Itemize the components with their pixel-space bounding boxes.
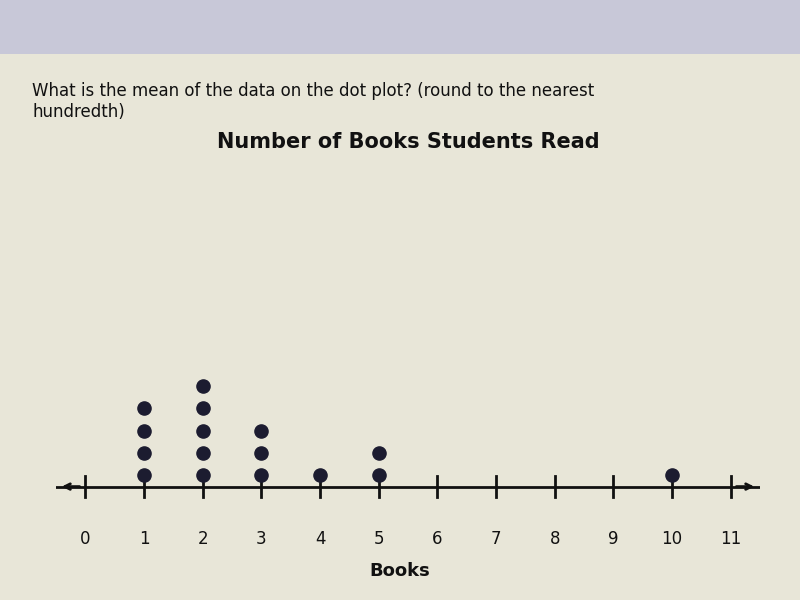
Point (138, 403, 150, 413)
Text: Books: Books (370, 562, 430, 580)
Point (196, 448, 209, 458)
Point (372, 448, 385, 458)
Point (138, 448, 150, 458)
Point (196, 470, 209, 480)
Point (138, 470, 150, 480)
Point (196, 381, 209, 391)
Point (255, 470, 268, 480)
Point (314, 470, 326, 480)
Text: What is the mean of the data on the dot plot? (round to the nearest
hundredth): What is the mean of the data on the dot … (32, 82, 594, 121)
Point (372, 470, 385, 480)
Point (196, 426, 209, 436)
Point (138, 426, 150, 436)
Point (255, 448, 268, 458)
Point (255, 426, 268, 436)
Title: Number of Books Students Read: Number of Books Students Read (217, 132, 599, 152)
Point (196, 403, 209, 413)
Point (666, 470, 678, 480)
